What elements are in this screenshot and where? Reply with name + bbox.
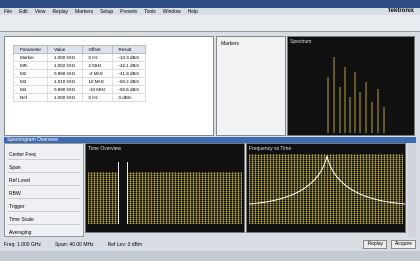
menu-item[interactable]: View [35, 9, 46, 15]
brand: Tektronix [387, 8, 414, 14]
header-cell: Value [48, 46, 83, 54]
table-cell: 0 Hz [82, 54, 112, 62]
setting-label: Ref Level [8, 177, 80, 186]
panel-title: Spectrum [290, 39, 412, 45]
app-window: File Edit View Replay Markers Setup Presets Too… [0, 0, 420, 261]
table-cell: 0.990 GHz [48, 86, 83, 94]
table-cell: 0 Hz [82, 94, 112, 102]
setting-label: Span [8, 164, 80, 173]
header-cell: Parameter [14, 46, 48, 54]
header-cell: Offset [82, 46, 112, 54]
title-bar [0, 0, 420, 8]
setting-label: Averaging [8, 229, 80, 237]
status-item: Span: 40.00 MHz [55, 242, 94, 248]
menu-item[interactable]: Markers [75, 9, 93, 15]
trace-peak [247, 144, 406, 233]
toolbar [0, 15, 420, 32]
button-bar: Replay Acquire [340, 240, 416, 249]
menu-item[interactable]: File [4, 9, 12, 15]
menu-item[interactable]: Presets [120, 9, 137, 15]
table-cell: -10 MHz [82, 86, 112, 94]
setting-label: Time Scale [8, 216, 80, 225]
setting-label: RBW [8, 190, 80, 199]
markers-panel: Markers [216, 36, 286, 136]
status-item: Ref Lev: 0 dBm [108, 242, 142, 248]
menu-item[interactable]: Setup [100, 9, 113, 15]
table-cell: 1.010 GHz [48, 78, 83, 86]
setting-label: Trigger [8, 203, 80, 212]
menu-item[interactable]: Help [188, 9, 198, 15]
trace-noise [88, 172, 242, 224]
table-cell: 1.000 GHz [48, 94, 83, 102]
table-cell: -2 MHz [82, 70, 112, 78]
table-cell: -60.2 dBm [112, 78, 146, 86]
menu-item[interactable]: Edit [19, 9, 28, 15]
table-cell: -42.1 dBm [112, 62, 146, 70]
menu-item[interactable]: Window [163, 9, 181, 15]
table-cell: M2 [14, 70, 48, 78]
table-cell: M4 [14, 86, 48, 94]
table-cell: -60.5 dBm [112, 86, 146, 94]
table-cell: 0 dBm [112, 94, 146, 102]
menu-item[interactable]: Tools [144, 9, 156, 15]
panel-title: Markers [221, 41, 281, 47]
table-cell: -41.8 dBm [112, 70, 146, 78]
table-cell: 1.000 GHz [48, 54, 83, 62]
button[interactable]: Acquire [391, 240, 416, 249]
status-bar: Freq: 1.000 GHz Span: 40.00 MHz Ref Lev: 0… [4, 240, 334, 249]
footer [0, 251, 420, 261]
button[interactable]: Replay [363, 240, 387, 249]
spectrum-panel: Spectrum [287, 36, 415, 136]
status-item: Freq: 1.000 GHz [4, 242, 41, 248]
table-cell: M3 [14, 78, 48, 86]
header-cell: Result [112, 46, 146, 54]
panel-title: Time Overview [88, 146, 242, 152]
table-cell: MR [14, 62, 48, 70]
settings-panel: Center Freq Span Ref Level RBW Trigger Time S… [4, 143, 84, 237]
spectrum-trace [288, 47, 414, 133]
table-cell: Marker [14, 54, 48, 62]
trace-peak [118, 162, 128, 224]
time-overview: Time Overview [85, 143, 245, 233]
table-cell: Ref [14, 94, 48, 102]
table-cell: -10.3 dBm [112, 54, 146, 62]
table-cell: 2 MHz [82, 62, 112, 70]
scrollbar [408, 143, 416, 237]
setting-label: Center Freq [8, 151, 80, 160]
menu-bar: File Edit View Replay Markers Setup Presets Too… [4, 8, 334, 15]
menu-item[interactable]: Replay [52, 9, 68, 15]
table-cell: 10 MHz [82, 78, 112, 86]
table-cell: 0.998 GHz [48, 70, 83, 78]
table-cell: 1.002 GHz [48, 62, 83, 70]
freq-time: Frequency vs Time [246, 143, 406, 233]
